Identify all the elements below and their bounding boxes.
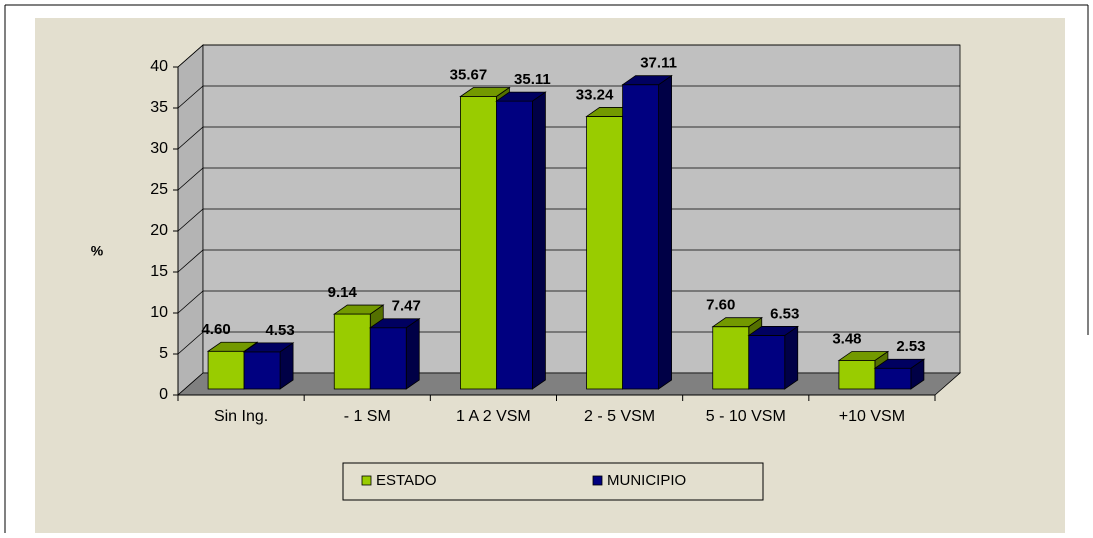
grid-line — [177, 249, 960, 273]
grid-line — [177, 44, 960, 68]
x-tick-label: Sin Ing. — [214, 408, 268, 425]
bar — [712, 326, 750, 390]
bar-top — [495, 91, 547, 102]
grid-line — [177, 208, 960, 232]
bar — [243, 351, 281, 390]
bar — [369, 327, 407, 390]
value-label: 2.53 — [896, 338, 925, 355]
legend-label: MUNICIPIO — [607, 472, 686, 489]
bar — [207, 350, 245, 390]
x-tick-label: - 1 SM — [344, 408, 391, 425]
y-tick-label: 0 — [159, 386, 168, 403]
y-tick-label: 35 — [150, 99, 168, 116]
bar-top — [711, 317, 764, 328]
x-tick-label: 1 A 2 VSM — [456, 408, 531, 425]
value-label: 9.14 — [328, 284, 358, 301]
y-tick-label: 5 — [159, 345, 168, 362]
value-label: 3.48 — [832, 330, 861, 347]
bar-top — [368, 318, 421, 329]
value-label: 35.67 — [450, 66, 488, 83]
grid-line — [177, 167, 960, 191]
grid-line — [177, 290, 960, 314]
x-tick-label: 5 - 10 VSM — [706, 408, 786, 425]
bar-top — [242, 342, 295, 353]
grid-line — [177, 331, 960, 355]
bar-top — [837, 351, 890, 361]
bar-top — [873, 358, 926, 369]
bar-side — [658, 74, 672, 390]
y-tick-label: 15 — [150, 263, 168, 280]
y-tick-label: 10 — [150, 304, 168, 321]
bar — [460, 96, 497, 390]
legend-swatch — [361, 475, 372, 486]
y-tick-label: 25 — [150, 181, 168, 198]
value-label: 35.11 — [514, 71, 551, 88]
y-tick-label: 40 — [150, 58, 168, 75]
bar — [586, 116, 623, 390]
value-label: 7.60 — [706, 297, 735, 314]
legend-swatch — [592, 475, 603, 486]
bar-side — [405, 317, 420, 390]
value-label: 4.60 — [201, 321, 230, 338]
y-axis-label: % — [91, 243, 104, 259]
value-label: 4.53 — [265, 322, 294, 339]
bar — [622, 84, 659, 390]
y-tick-label: 30 — [150, 140, 168, 157]
legend — [342, 462, 764, 501]
bar-side — [784, 325, 799, 390]
value-label: 37.11 — [640, 55, 677, 72]
bar-top — [621, 75, 673, 86]
bar — [874, 367, 912, 390]
value-label: 33.24 — [576, 86, 614, 103]
value-label: 7.47 — [392, 298, 421, 315]
bar — [838, 360, 876, 390]
y-tick-label: 20 — [150, 222, 168, 239]
legend-label: ESTADO — [376, 472, 437, 489]
bar-top — [747, 326, 800, 336]
bar-top — [459, 87, 511, 97]
bar-side — [532, 91, 546, 390]
x-tick-label: +10 VSM — [839, 408, 905, 425]
grid-line — [177, 126, 960, 150]
bar — [748, 335, 786, 390]
bar — [333, 313, 371, 390]
grid-line — [177, 85, 960, 109]
bar — [496, 100, 533, 390]
bar-top — [332, 304, 385, 315]
x-tick-label: 2 - 5 VSM — [584, 408, 655, 425]
value-label: 6.53 — [770, 305, 799, 322]
bar-top — [206, 341, 259, 352]
